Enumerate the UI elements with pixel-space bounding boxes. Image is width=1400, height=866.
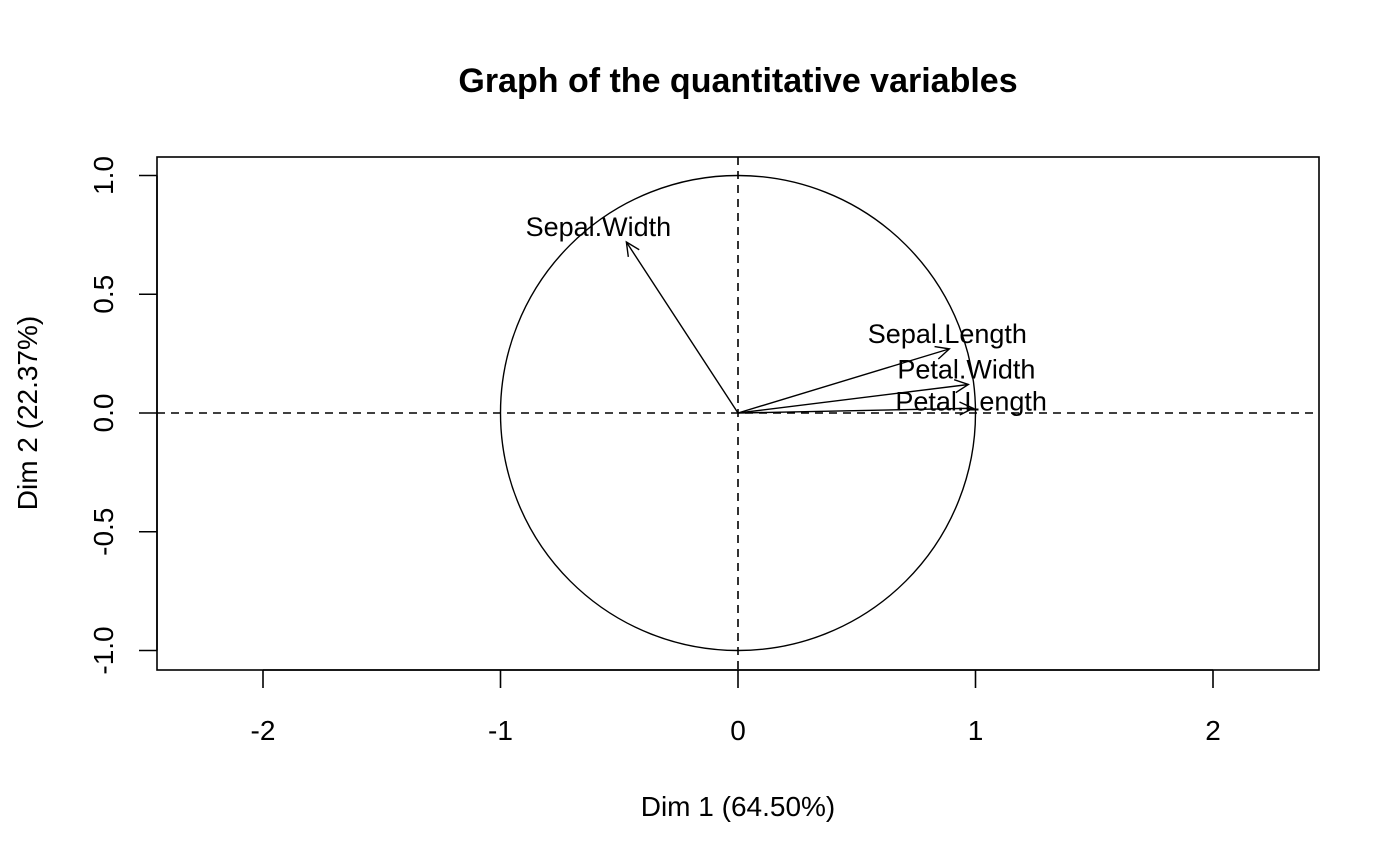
y-axis-label: Dim 2 (22.37%) xyxy=(12,316,43,511)
variable-label: Sepal.Length xyxy=(868,319,1027,349)
y-tick-label: -1.0 xyxy=(88,626,119,674)
arrow-shaft xyxy=(737,383,969,414)
y-tick-label: 0.5 xyxy=(88,275,119,314)
x-tick-label: -2 xyxy=(251,715,276,746)
x-axis: -2 -1 0 1 2 xyxy=(251,669,1221,746)
y-tick-label: 1.0 xyxy=(88,156,119,195)
variable-arrow-petal-width: Petal.Width xyxy=(737,355,1035,414)
x-tick-label: 2 xyxy=(1205,715,1221,746)
arrow-shaft xyxy=(737,348,950,414)
y-axis: -1.0 -0.5 0.0 0.5 1.0 xyxy=(88,156,158,675)
y-tick-label: -0.5 xyxy=(88,508,119,556)
variable-arrow-sepal-length: Sepal.Length xyxy=(737,319,1027,414)
y-tick-label: 0.0 xyxy=(88,394,119,433)
variable-arrow-petal-length: Petal.Length xyxy=(737,386,1047,416)
arrow-head xyxy=(934,345,951,360)
x-tick-label: 0 xyxy=(730,715,746,746)
arrow-head xyxy=(953,379,970,394)
arrow-shaft xyxy=(625,241,739,414)
correlation-circle xyxy=(499,174,977,652)
variable-arrow-sepal-width: Sepal.Width xyxy=(526,212,739,414)
x-tick-label: -1 xyxy=(488,715,513,746)
arrow-head xyxy=(959,401,975,416)
arrow-shaft xyxy=(737,407,974,414)
variable-label: Sepal.Width xyxy=(526,212,672,242)
x-axis-label: Dim 1 (64.50%) xyxy=(641,791,836,822)
arrow-head xyxy=(625,240,640,257)
x-tick-label: 1 xyxy=(968,715,984,746)
chart-title: Graph of the quantitative variables xyxy=(458,62,1017,100)
variable-label: Petal.Length xyxy=(895,386,1047,416)
variable-label: Petal.Width xyxy=(897,355,1035,385)
plot-area: Sepal.Length Sepal.Width Petal.LengthPetal… xyxy=(157,157,1319,670)
